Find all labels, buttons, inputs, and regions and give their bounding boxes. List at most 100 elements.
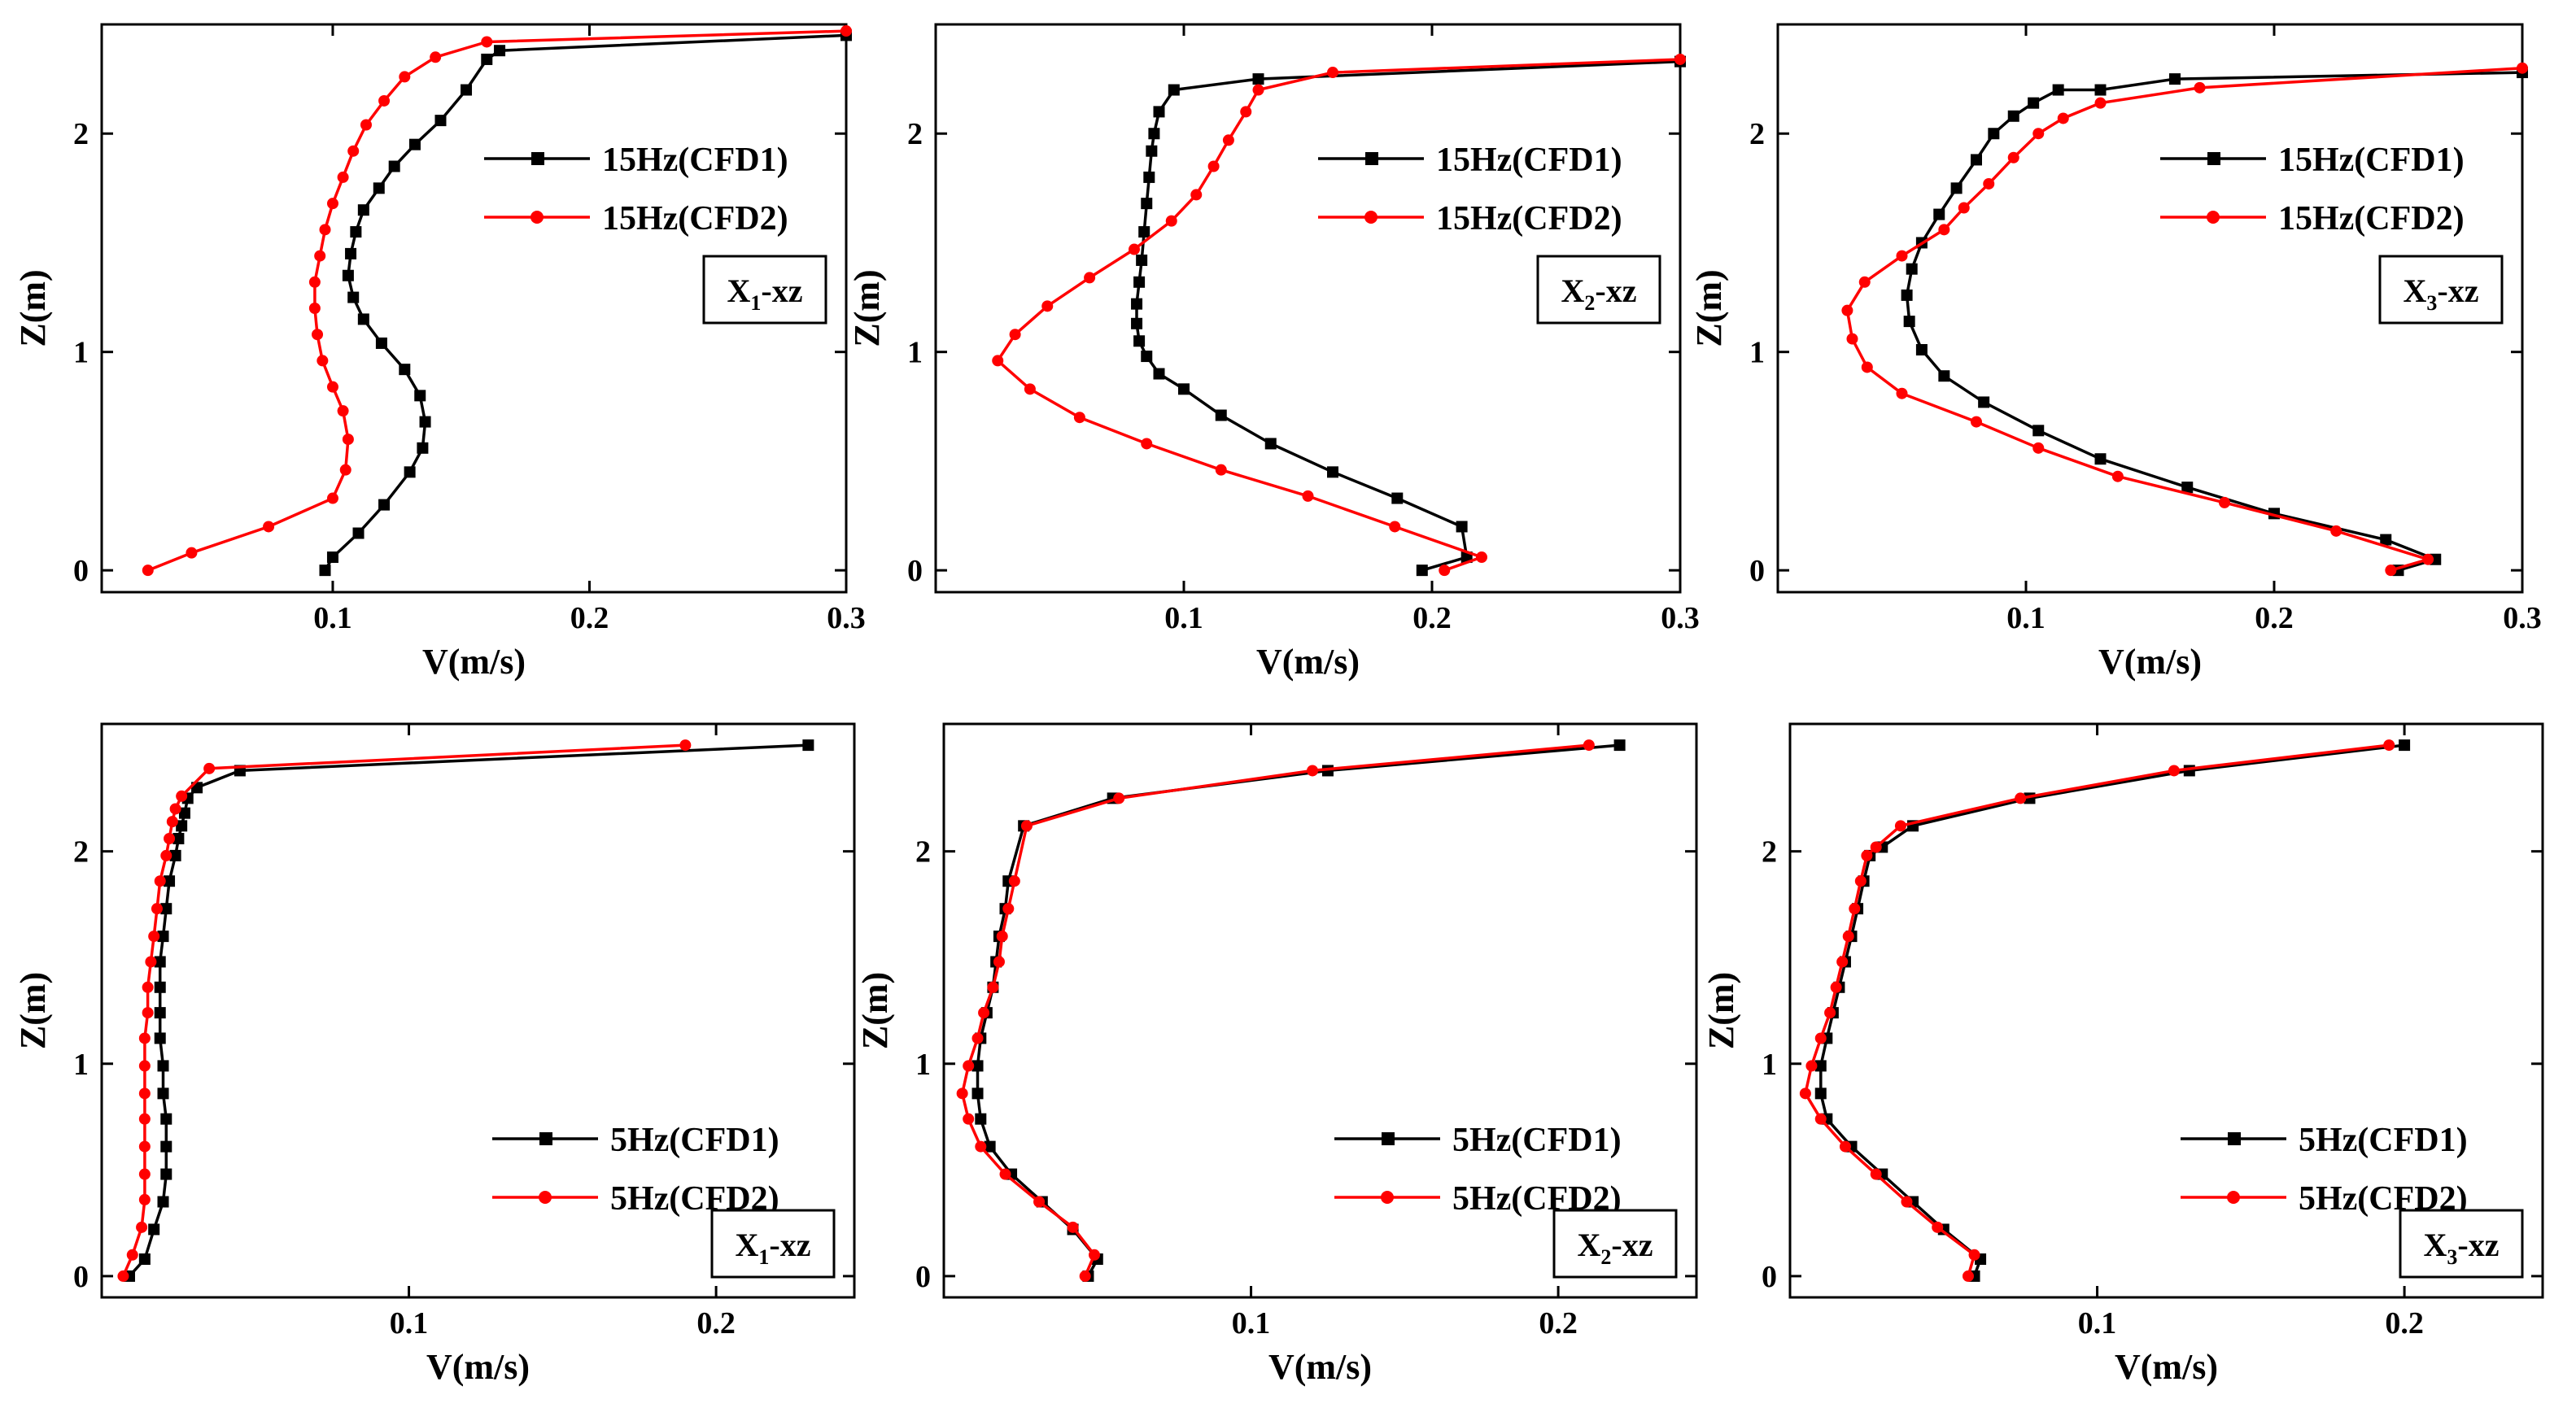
data-point-circle bbox=[142, 1007, 154, 1019]
data-point-square bbox=[2094, 84, 2107, 96]
data-point-circle bbox=[2194, 81, 2206, 94]
x-axis-label: V(m/s) bbox=[1256, 642, 1360, 682]
data-point-square bbox=[971, 1088, 984, 1100]
series-line bbox=[960, 743, 1590, 1277]
panel-tag-box bbox=[2399, 1209, 2524, 1279]
data-point-circle bbox=[138, 1032, 151, 1044]
data-point-circle bbox=[1009, 329, 1021, 341]
data-point-circle bbox=[1861, 361, 1873, 373]
series-line bbox=[1819, 743, 2405, 1277]
y-tick-label: 1 bbox=[1749, 336, 1765, 370]
data-point-circle bbox=[2111, 470, 2124, 482]
data-point-square bbox=[357, 204, 369, 216]
legend-marker-circle bbox=[1364, 211, 1378, 224]
data-point-square bbox=[138, 1253, 151, 1265]
plot-frame bbox=[1776, 23, 2524, 594]
data-point-square bbox=[975, 1113, 987, 1125]
panel-tag: X2-xz bbox=[1578, 1227, 1653, 1269]
data-point-square bbox=[1133, 276, 1146, 288]
data-point-circle bbox=[963, 1060, 975, 1072]
y-tick-label: 1 bbox=[1762, 1048, 1777, 1082]
data-point-square bbox=[404, 466, 416, 478]
plot-frame bbox=[100, 23, 848, 594]
data-point-circle bbox=[1938, 224, 1950, 236]
data-point-circle bbox=[1814, 1113, 1827, 1125]
data-point-circle bbox=[164, 833, 176, 844]
data-point-circle bbox=[1932, 1221, 1944, 1233]
data-point-circle bbox=[2385, 564, 2397, 577]
x-tick-label: 0.1 bbox=[2006, 601, 2046, 635]
data-point-circle bbox=[2383, 739, 2395, 752]
data-point-square bbox=[434, 115, 447, 127]
data-point-circle bbox=[138, 1113, 151, 1125]
legend-label: 5Hz(CFD1) bbox=[610, 1122, 779, 1159]
series-line bbox=[1804, 743, 2390, 1277]
x-axis-label: V(m/s) bbox=[1268, 1347, 1372, 1387]
data-point-circle bbox=[987, 981, 999, 993]
data-point-circle bbox=[117, 1270, 129, 1282]
data-point-circle bbox=[2422, 553, 2434, 565]
data-point-circle bbox=[263, 521, 275, 533]
data-point-square bbox=[373, 182, 385, 194]
legend-label: 5Hz(CFD1) bbox=[2299, 1122, 2468, 1159]
data-point-circle bbox=[2057, 112, 2069, 124]
data-point-circle bbox=[1858, 276, 1871, 288]
data-point-square bbox=[154, 956, 166, 968]
data-point-square bbox=[160, 903, 172, 915]
panel-tag-box bbox=[710, 1209, 836, 1279]
data-point-circle bbox=[1141, 438, 1153, 450]
data-point-square bbox=[157, 1060, 169, 1072]
data-point-circle bbox=[337, 405, 349, 417]
data-point-square bbox=[408, 138, 421, 150]
data-point-square bbox=[1153, 368, 1165, 380]
data-point-circle bbox=[1024, 383, 1036, 395]
series-line bbox=[1845, 66, 2523, 572]
data-point-square bbox=[154, 1032, 166, 1044]
data-point-square bbox=[1938, 370, 1950, 382]
data-point-circle bbox=[2330, 525, 2342, 537]
data-point-circle bbox=[169, 803, 181, 815]
panel-tag-box bbox=[2378, 255, 2504, 325]
data-point-square bbox=[1141, 198, 1153, 210]
x-tick-label: 0.2 bbox=[570, 601, 609, 635]
y-axis-label: Z(m) bbox=[1701, 972, 1741, 1049]
x-axis-label: V(m/s) bbox=[422, 642, 526, 682]
panel-tag-box bbox=[1536, 255, 1661, 325]
data-point-circle bbox=[1842, 931, 1854, 943]
data-point-circle bbox=[1252, 84, 1264, 96]
panel-tag: X1-xz bbox=[736, 1227, 811, 1269]
data-point-circle bbox=[1870, 1168, 1882, 1180]
legend-label: 15Hz(CFD2) bbox=[602, 200, 788, 238]
data-point-circle bbox=[1870, 841, 1882, 853]
data-point-square bbox=[378, 499, 391, 511]
data-point-circle bbox=[314, 250, 326, 262]
data-point-circle bbox=[160, 849, 172, 861]
data-point-square bbox=[345, 247, 357, 259]
data-point-square bbox=[1131, 317, 1143, 329]
data-point-square bbox=[2399, 739, 2411, 752]
data-point-circle bbox=[1089, 1249, 1100, 1261]
legend-marker-square bbox=[539, 1132, 552, 1145]
chart-panel: 0.1 0.2012V(m/s)Z(m)5Hz(CFD1)5Hz(CFD2)X3-… bbox=[1701, 722, 2544, 1387]
data-point-circle bbox=[956, 1088, 968, 1100]
y-axis-label: Z(m) bbox=[1689, 269, 1729, 347]
data-point-circle bbox=[1674, 53, 1686, 65]
data-point-circle bbox=[326, 381, 338, 393]
y-tick-label: 0 bbox=[73, 554, 89, 588]
data-point-circle bbox=[975, 1140, 987, 1153]
data-point-circle bbox=[840, 25, 852, 37]
data-point-square bbox=[2007, 110, 2019, 122]
data-point-circle bbox=[1824, 1007, 1836, 1019]
data-point-circle bbox=[166, 816, 178, 828]
x-axis-label: V(m/s) bbox=[426, 1347, 530, 1387]
data-point-circle bbox=[1861, 849, 1873, 861]
y-axis-label: Z(m) bbox=[13, 972, 53, 1049]
data-point-circle bbox=[1583, 739, 1595, 752]
chart-panel: 0.1 0.2 0.3 0 1 2 V(m/s) Z(m) 15Hz(CFD1) 15Hz(CFD… bbox=[1689, 23, 2542, 682]
x-tick-label: 0.1 bbox=[1232, 1306, 1271, 1340]
panel-tag: X3-xz bbox=[2404, 272, 2479, 315]
data-point-square bbox=[1416, 564, 1428, 577]
data-point-square bbox=[1178, 383, 1190, 395]
data-point-circle bbox=[1389, 521, 1401, 533]
data-point-circle bbox=[1190, 189, 1203, 201]
